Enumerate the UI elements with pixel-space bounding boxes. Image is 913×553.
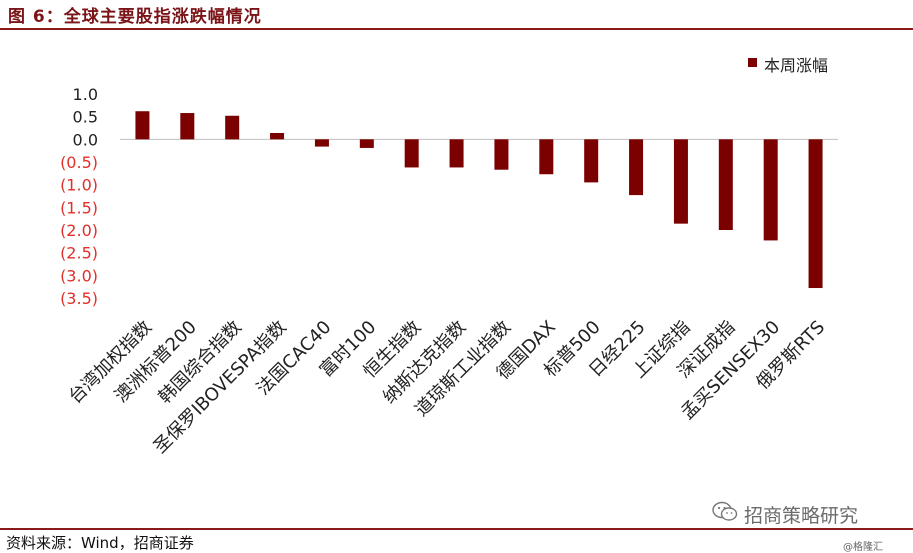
bar	[494, 139, 509, 170]
legend-label: 本周涨幅	[764, 56, 829, 75]
y-tick-label: 0.5	[73, 108, 98, 127]
bar	[225, 115, 240, 140]
watermark-text: 招商策略研究	[744, 504, 859, 527]
credit-label: @格隆汇	[843, 542, 883, 553]
y-tick-label: (1.5)	[60, 198, 98, 217]
bar	[763, 139, 778, 241]
bar-chart: 1.0 0.5 0.0 (0.5) (1.0) (1.5) (2.0) (2.5) (3.0) (…	[60, 85, 838, 458]
bar	[808, 139, 823, 289]
bar	[135, 111, 150, 140]
bar	[673, 139, 688, 224]
bar	[270, 132, 285, 140]
legend-swatch	[748, 58, 757, 67]
bottom-divider	[0, 528, 913, 530]
bar	[314, 139, 329, 147]
y-tick-label: (3.0)	[60, 266, 98, 285]
watermark: 招商策略研究	[712, 500, 858, 528]
bar	[359, 139, 374, 148]
y-tick-label: (1.0)	[60, 176, 98, 195]
source-note: 资料来源：Wind，招商证券	[6, 534, 194, 552]
bar	[180, 113, 195, 140]
y-tick-label: 1.0	[73, 85, 98, 104]
figure-title: 图 6：全球主要股指涨跌幅情况	[8, 7, 262, 27]
bar	[629, 139, 644, 196]
y-tick-label: (3.5)	[60, 289, 98, 308]
y-tick-label: (0.5)	[60, 153, 98, 172]
bar	[718, 139, 733, 230]
bar	[449, 139, 464, 168]
y-tick-label: (2.0)	[60, 221, 98, 240]
top-divider	[0, 28, 913, 30]
y-tick-label: (2.5)	[60, 244, 98, 263]
y-tick-label: 0.0	[73, 130, 98, 149]
bar	[404, 139, 419, 168]
bar	[539, 139, 554, 175]
wechat-icon	[712, 501, 738, 527]
bar	[584, 139, 599, 183]
